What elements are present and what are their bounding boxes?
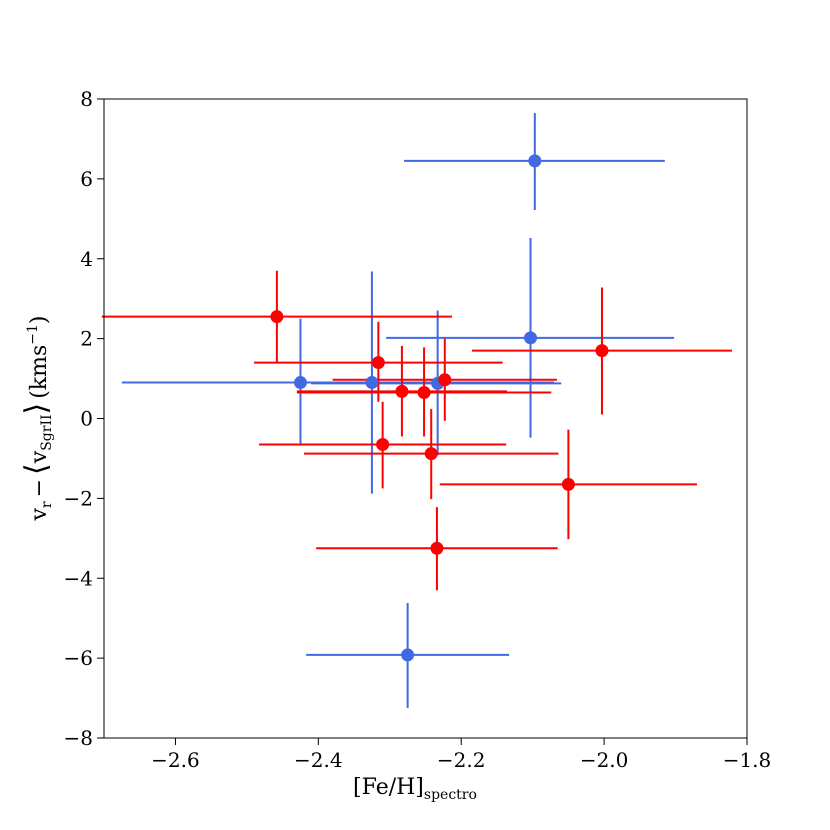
data-point (524, 331, 538, 345)
x-axis: −2.6 −2.4 −2.2 −2.0 −1.8 (151, 738, 771, 772)
data-point (430, 541, 444, 555)
data-point (376, 437, 390, 451)
data-point (371, 356, 385, 370)
y-tick-label: 0 (80, 407, 93, 431)
series-red-markers (270, 310, 609, 555)
data-point (424, 447, 438, 461)
data-point (365, 376, 379, 390)
x-tick-label: −2.2 (437, 748, 486, 772)
data-point (417, 386, 431, 400)
data-point (561, 477, 575, 491)
plot-area (101, 98, 748, 739)
y-axis-label: vr−⟨vSgrII⟩(kms−1) (19, 315, 55, 521)
series-blue-markers (293, 154, 542, 662)
x-tick-label: −2.0 (580, 748, 629, 772)
data-point (438, 373, 452, 387)
data-point (293, 376, 307, 390)
x-tick-label: −1.8 (723, 748, 772, 772)
x-axis-label: [Fe/H]spectro (353, 775, 477, 803)
y-tick-label: −6 (64, 646, 93, 670)
x-tick-label: −2.6 (151, 748, 200, 772)
y-tick-label: 6 (80, 167, 93, 191)
y-tick-label: 2 (80, 327, 93, 351)
y-tick-label: −8 (64, 726, 93, 750)
y-tick-label: 8 (80, 87, 93, 111)
data-point (401, 648, 415, 662)
y-tick-label: −2 (64, 486, 93, 510)
data-point (270, 310, 284, 324)
y-axis: −8 −6 −4 −2 0 2 4 6 8 (64, 87, 104, 750)
y-tick-label: −4 (64, 566, 93, 590)
data-point (528, 154, 542, 168)
data-point (395, 384, 409, 398)
x-tick-label: −2.4 (294, 748, 343, 772)
data-point (595, 344, 609, 358)
y-tick-label: 4 (80, 247, 93, 271)
